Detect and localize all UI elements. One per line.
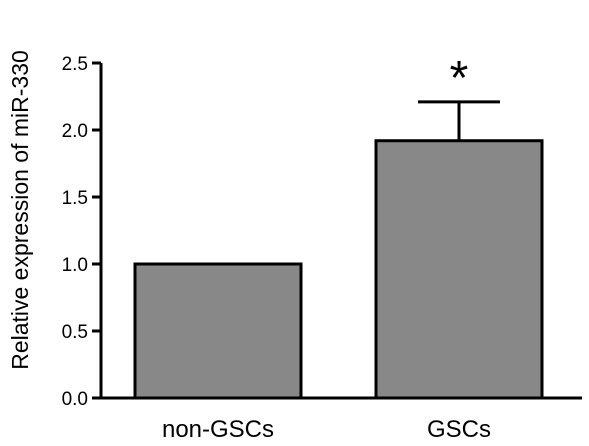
bar-non-GSCs [133, 262, 303, 400]
y-tick-label: 1.5 [62, 188, 88, 209]
significance-marker: * [450, 52, 469, 105]
y-tick-label: 2.0 [62, 121, 88, 142]
y-tick-label: 0.0 [62, 389, 88, 410]
x-category-label: GSCs [427, 416, 491, 443]
y-tick-label: 2.5 [62, 54, 88, 75]
y-tick-label: 1.0 [62, 255, 88, 276]
y-tick-label: 0.5 [62, 322, 88, 343]
x-category-label: non-GSCs [162, 416, 274, 443]
x-axis: non-GSCs GSCs [100, 396, 582, 443]
bar-GSCs [374, 139, 544, 400]
bars: * [133, 52, 544, 400]
y-axis: 0.0 0.5 1.0 1.5 2.0 2.5 [62, 54, 103, 410]
y-axis-label: Relative expression of miR-330 [7, 50, 33, 370]
